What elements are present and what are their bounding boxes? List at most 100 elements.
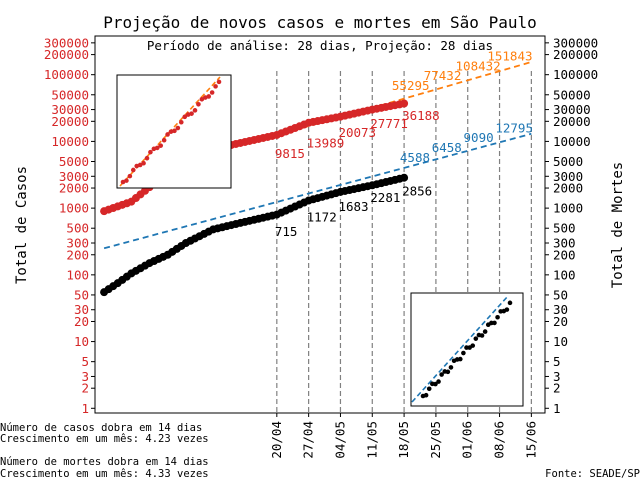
cases-inset-point <box>216 79 222 85</box>
y-tick-label-left: 20 <box>74 314 89 329</box>
cases-inset-point <box>206 94 212 99</box>
cases-inset-point <box>178 119 184 125</box>
deaths-inset-point <box>426 386 432 392</box>
cases-inset-point <box>189 111 194 116</box>
deaths-projection-label: 4588 <box>400 150 430 165</box>
y-tick-label-right: 10000 <box>553 134 591 149</box>
cases-inset-point <box>124 178 129 183</box>
cases-value-label: 27771 <box>370 116 408 131</box>
deaths-inset-point <box>495 314 500 320</box>
y-tick-label-left: 2 <box>81 381 89 396</box>
y-tick-label-left: 20000 <box>51 114 89 129</box>
y-tick-label-right: 300 <box>553 236 576 251</box>
y-tick-label-right: 20000 <box>553 114 591 129</box>
deaths-inset-point <box>492 320 497 326</box>
x-tick-label: 11/05 <box>364 421 379 459</box>
cases-inset-point <box>165 132 170 137</box>
x-tick-label: 25/05 <box>428 421 443 459</box>
cases-projection-label: 151843 <box>487 49 532 64</box>
cases-inset-point <box>192 108 198 113</box>
deaths-projection-label: 9090 <box>464 130 494 145</box>
x-tick-label: 15/06 <box>523 421 538 459</box>
y-tick-label-right: 50 <box>553 287 568 302</box>
cases-projection-label: 55295 <box>392 78 430 93</box>
left-axis-label: Total de Casos <box>14 166 30 284</box>
cases-inset-point <box>213 84 218 89</box>
cases-inset-point <box>158 143 164 148</box>
cases-inset-point <box>141 160 146 166</box>
cases-inset-point <box>209 90 215 95</box>
cases-inset-point <box>172 128 177 134</box>
deaths-inset-point <box>470 343 476 348</box>
y-tick-label-right: 1000 <box>553 201 583 216</box>
deaths-inset-point <box>473 336 479 341</box>
y-tick-label-left: 30000 <box>51 102 89 117</box>
y-tick-label-left: 200 <box>66 247 89 262</box>
cases-inset-point <box>196 101 201 107</box>
y-tick-label-left: 500 <box>66 221 89 236</box>
y-tick-label-left: 50000 <box>51 87 89 102</box>
deaths-inset-point <box>504 307 510 312</box>
y-tick-label-right: 200000 <box>553 47 598 62</box>
y-tick-label-right: 100000 <box>553 67 598 82</box>
y-tick-label-right: 200 <box>553 247 576 262</box>
y-tick-label-right: 5 <box>553 354 561 369</box>
x-tick-label: 04/05 <box>332 421 347 459</box>
deaths-projection-label: 12795 <box>495 120 533 135</box>
y-tick-label-left: 100000 <box>44 67 89 82</box>
y-tick-label-right: 10 <box>553 334 568 349</box>
deaths-inset-point <box>445 369 451 375</box>
y-tick-label-right: 3 <box>553 369 561 384</box>
deaths-inset-point <box>479 333 485 338</box>
y-tick-label-left: 3000 <box>59 169 89 184</box>
y-tick-label-left: 300 <box>66 236 89 251</box>
cases-inset-point <box>199 97 205 102</box>
cases-projection-label: 108432 <box>456 58 501 73</box>
deaths-inset-point <box>439 372 444 377</box>
deaths-inset-point <box>461 350 466 356</box>
deaths-value-label: 1172 <box>307 210 337 225</box>
y-tick-label-right: 100 <box>553 267 576 282</box>
cases-point <box>400 99 409 108</box>
deaths-projection-label: 6458 <box>432 140 462 155</box>
cases-inset-point <box>161 137 167 143</box>
y-tick-label-left: 5000 <box>59 154 89 169</box>
cases-growth-text: Crescimento em um mês: 4.23 vezes <box>0 433 209 445</box>
source-text: Fonte: SEADE/SP <box>545 468 640 480</box>
y-tick-label-right: 500 <box>553 221 576 236</box>
cases-value-label: 13989 <box>307 136 345 151</box>
y-tick-label-left: 5 <box>81 354 89 369</box>
y-tick-label-left: 10 <box>74 334 89 349</box>
cases-inset-point <box>144 155 150 161</box>
y-tick-label-right: 30000 <box>553 102 591 117</box>
deaths-inset-point <box>433 381 438 387</box>
cases-value-label: 9815 <box>275 146 305 161</box>
chart-title: Projeção de novos casos e mortes em São … <box>103 13 536 32</box>
chart-subtitle: Período de análise: 28 dias, Projeção: 2… <box>147 38 493 53</box>
cases-inset-point <box>148 149 153 155</box>
cases-value-label: 36188 <box>402 108 440 123</box>
x-tick-label: 18/05 <box>396 421 411 459</box>
y-tick-label-left: 100 <box>66 267 89 282</box>
deaths-inset-point <box>448 365 454 370</box>
cases-inset-point <box>175 125 181 131</box>
deaths-inset-point <box>436 379 441 384</box>
y-tick-label-left: 1000 <box>59 201 89 216</box>
plot-frame <box>94 35 546 414</box>
x-tick-label: 20/04 <box>269 421 284 459</box>
y-tick-label-right: 2000 <box>553 181 583 196</box>
deaths-value-label: 2856 <box>402 184 432 199</box>
deaths-inset-point <box>482 329 488 334</box>
cases-value-label: 20073 <box>338 125 376 140</box>
cases-inset-point <box>127 173 133 179</box>
plot-area: Período de análise: 28 dias, Projeção: 2… <box>44 35 598 458</box>
y-tick-label-left: 300000 <box>44 35 89 50</box>
deaths-value-label: 2281 <box>370 190 400 205</box>
y-tick-label-right: 3000 <box>553 169 583 184</box>
x-tick-label: 08/06 <box>492 421 507 459</box>
deaths-inset-point <box>457 356 463 362</box>
y-tick-label-right: 30 <box>553 302 568 317</box>
deaths_projection-projection-line <box>103 132 532 250</box>
y-tick-label-left: 2000 <box>59 181 89 196</box>
cases-projection-label: 77432 <box>424 68 462 83</box>
